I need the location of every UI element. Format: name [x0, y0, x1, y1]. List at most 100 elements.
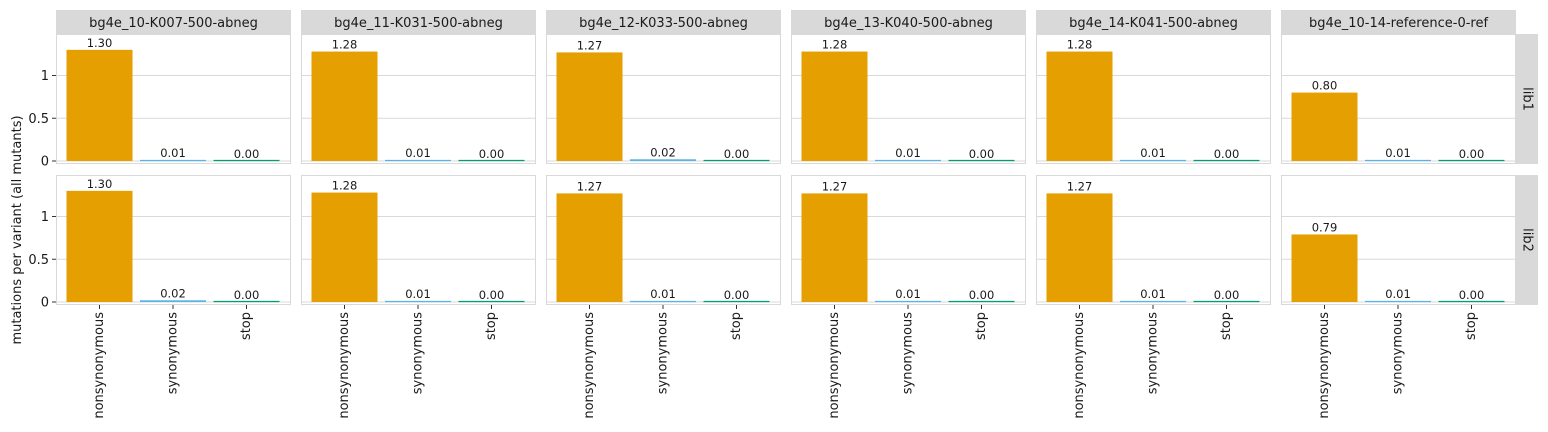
- y-tick-label: 0.5: [28, 253, 49, 268]
- panel-lib2-bg4e-13-k040-500-abneg: 1.27 0.01 0.00: [791, 175, 1026, 305]
- bar-value-label: 1.28: [332, 179, 358, 193]
- panel-lib2-bg4e-12-k033-500-abneg: 1.27 0.01 0.00: [546, 175, 781, 305]
- x-tick-label: stop: [729, 312, 744, 340]
- x-tick-label: nonsynonymous: [1317, 312, 1332, 419]
- column-strip: [1281, 10, 1516, 34]
- panel-lib2-bg4e-11-k031-500-abneg: 1.28 0.01 0.00: [301, 175, 536, 305]
- bar-value-label: 0.01: [895, 146, 921, 160]
- bar-value-label: 1.27: [1067, 179, 1093, 193]
- x-tick-label: nonsynonymous: [337, 312, 352, 419]
- bar-nonsynonymous: [556, 52, 623, 161]
- column-strip: [1036, 10, 1271, 34]
- bar-nonsynonymous: [556, 193, 623, 302]
- bar-synonymous: [630, 159, 696, 161]
- bar-value-label: 0.01: [160, 146, 186, 160]
- bar-value-label: 0.02: [650, 145, 676, 159]
- bar-nonsynonymous: [311, 192, 378, 302]
- bar-value-label: 0.02: [160, 286, 186, 300]
- bar-value-label: 0.00: [479, 147, 505, 161]
- bar-value-label: 0.00: [1459, 147, 1485, 161]
- row-strip-label: lib1: [1520, 87, 1535, 111]
- bar-nonsynonymous: [801, 193, 868, 302]
- column-strip: [791, 10, 1026, 34]
- row-strip: [1514, 175, 1538, 305]
- x-tick-label: synonymous: [411, 312, 426, 394]
- bar-value-label: 0.00: [234, 288, 260, 302]
- y-axis-title: mutations per variant (all mutants): [10, 115, 25, 344]
- bar-value-label: 0.01: [405, 287, 431, 301]
- bar-value-label: 1.27: [577, 38, 603, 52]
- bar-value-label: 1.28: [332, 38, 358, 52]
- y-tick-label: 0.5: [28, 112, 49, 127]
- x-tick-label: synonymous: [1391, 312, 1406, 394]
- bar-value-label: 0.01: [405, 146, 431, 160]
- panel-lib2-bg4e-10-k007-500-abneg: 1.30 0.02 0.00: [56, 175, 291, 305]
- x-tick-label: synonymous: [166, 312, 181, 394]
- bar-value-label: 1.30: [87, 36, 113, 50]
- bar-nonsynonymous: [1291, 92, 1358, 161]
- bar-nonsynonymous: [311, 51, 378, 162]
- x-tick-label: synonymous: [1146, 312, 1161, 394]
- panel-lib1-bg4e-10-k007-500-abneg: 1.30 0.01 0.00: [56, 34, 291, 164]
- column-strip-label: bg4e_10-K007-500-abneg: [89, 16, 258, 31]
- column-strip: [546, 10, 781, 34]
- bar-value-label: 0.00: [1214, 147, 1240, 161]
- bar-value-label: 1.30: [87, 177, 113, 191]
- y-tick-label: 0: [41, 155, 49, 170]
- column-strip-label: bg4e_14-K041-500-abneg: [1069, 16, 1238, 31]
- y-tick-label: 1: [41, 210, 49, 225]
- x-tick-label: synonymous: [656, 312, 671, 394]
- column-strip-label: bg4e_11-K031-500-abneg: [334, 16, 503, 31]
- bar-value-label: 0.01: [895, 287, 921, 301]
- bar-value-label: 0.01: [1385, 146, 1411, 160]
- column-strip: [56, 10, 291, 34]
- bar-value-label: 0.00: [479, 288, 505, 302]
- bar-value-label: 0.01: [1140, 287, 1166, 301]
- column-strip-label: bg4e_10-14-reference-0-ref: [1309, 16, 1489, 31]
- row-strip-label: lib2: [1520, 228, 1535, 252]
- x-tick-label: nonsynonymous: [827, 312, 842, 419]
- facet-panels: bg4e_10-K007-500-abneg bg4e_11-K031-500-a…: [28, 10, 1538, 419]
- panel-lib1-bg4e-12-k033-500-abneg: 1.27 0.02 0.00: [546, 34, 781, 164]
- x-tick-label: stop: [239, 312, 254, 340]
- bar-nonsynonymous: [1046, 51, 1113, 162]
- x-tick-label: stop: [484, 312, 499, 340]
- bar-value-label: 0.01: [650, 287, 676, 301]
- y-tick-label: 0: [41, 296, 49, 311]
- bar-value-label: 1.27: [822, 179, 848, 193]
- row-strip: [1514, 34, 1538, 164]
- panel-lib1-bg4e-10-14-reference-0-ref: 0.80 0.01 0.00: [1281, 34, 1516, 164]
- bar-nonsynonymous: [1291, 234, 1358, 302]
- bar-nonsynonymous: [66, 49, 133, 161]
- bar-synonymous: [140, 300, 206, 302]
- x-tick-label: nonsynonymous: [1072, 312, 1087, 419]
- bar-value-label: 0.00: [234, 147, 260, 161]
- panel-lib2-bg4e-10-14-reference-0-ref: 0.79 0.01 0.00: [1281, 175, 1516, 305]
- x-tick-label: synonymous: [901, 312, 916, 394]
- bar-value-label: 0.00: [1214, 288, 1240, 302]
- bar-value-label: 0.00: [1459, 288, 1485, 302]
- bar-value-label: 1.28: [822, 38, 848, 52]
- bar-value-label: 0.79: [1312, 220, 1338, 234]
- y-tick-label: 1: [41, 69, 49, 84]
- bar-nonsynonymous: [66, 190, 133, 302]
- bar-nonsynonymous: [1046, 193, 1113, 302]
- x-tick-label: stop: [1219, 312, 1234, 340]
- column-strip-label: bg4e_13-K040-500-abneg: [824, 16, 993, 31]
- bar-value-label: 1.28: [1067, 38, 1093, 52]
- bar-value-label: 0.00: [724, 147, 750, 161]
- x-tick-label: nonsynonymous: [582, 312, 597, 419]
- panel-lib2-bg4e-14-k041-500-abneg: 1.27 0.01 0.00: [1036, 175, 1271, 305]
- panel-lib1-bg4e-14-k041-500-abneg: 1.28 0.01 0.00: [1036, 34, 1271, 164]
- x-tick-label: stop: [1464, 312, 1479, 340]
- bar-value-label: 0.01: [1385, 287, 1411, 301]
- bar-value-label: 0.00: [724, 288, 750, 302]
- bar-value-label: 0.80: [1312, 79, 1338, 93]
- x-tick-label: nonsynonymous: [92, 312, 107, 419]
- panel-lib1-bg4e-11-k031-500-abneg: 1.28 0.01 0.00: [301, 34, 536, 164]
- panel-lib1-bg4e-13-k040-500-abneg: 1.28 0.01 0.00: [791, 34, 1026, 164]
- bar-value-label: 0.00: [969, 288, 995, 302]
- column-strip-label: bg4e_12-K033-500-abneg: [579, 16, 748, 31]
- column-strip: [301, 10, 536, 34]
